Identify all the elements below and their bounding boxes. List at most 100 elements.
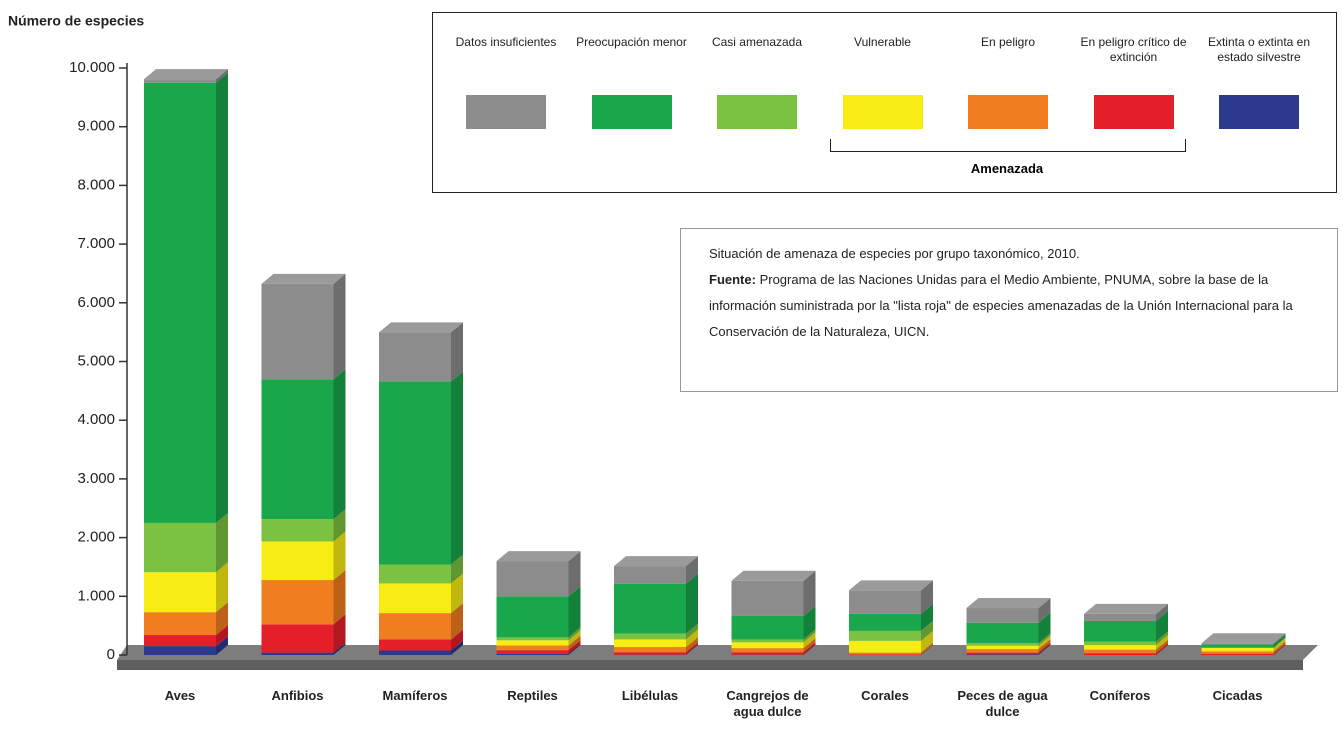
bar-top [379, 322, 463, 333]
bar-segment [731, 615, 804, 640]
bar-segment-side [803, 629, 816, 643]
bar-segment-side [1273, 637, 1286, 652]
bar-segment [144, 522, 216, 573]
x-tick-label: Libélulas [621, 688, 679, 703]
bar-segment [1201, 647, 1274, 652]
bar-segment [261, 624, 334, 653]
bar-segment-side [568, 635, 581, 651]
source-label: Fuente: [709, 272, 756, 287]
bar-top [966, 598, 1051, 609]
bar-segment-side [803, 644, 816, 655]
bar-segment [1201, 643, 1274, 645]
bar-segment-side [451, 371, 463, 565]
bar-segment-side [216, 562, 228, 613]
bar-segment [261, 580, 334, 625]
x-tick-label: Mamíferos [382, 688, 448, 703]
bar-segment-side [1038, 644, 1051, 655]
bar-segment-side [921, 630, 933, 653]
y-tick-label: 8.000 [77, 176, 115, 193]
bar-segment [966, 652, 1039, 655]
y-tick-label: 1.000 [77, 587, 115, 604]
y-tick-label: 7.000 [77, 235, 115, 252]
bar-segment [614, 583, 686, 634]
y-tick-label: 10.000 [69, 59, 115, 76]
bar-segment-side [568, 627, 581, 641]
bar-segment [731, 580, 804, 616]
bar-segment [496, 637, 569, 641]
bar-segment-side [686, 629, 698, 648]
bar-segment-side [333, 531, 346, 581]
bar-segment [966, 645, 1039, 650]
bar-segment [966, 622, 1039, 644]
bar-segment-side [451, 554, 463, 584]
bar-segment-side [803, 605, 816, 640]
bar-top [849, 580, 933, 591]
x-tick-label: Anfibios [271, 688, 324, 703]
bar-segment [261, 283, 334, 380]
bar-segment-side [1156, 610, 1168, 642]
bar-segment [496, 650, 569, 654]
bar-segment [379, 613, 451, 640]
bar-top [496, 551, 581, 562]
bar-top [614, 556, 698, 567]
bar-segment [144, 612, 216, 636]
bar-segment [144, 572, 216, 613]
legend-label: Vulnerable [854, 35, 911, 49]
bar-segment-side [1038, 639, 1051, 653]
legend: Amenazada Extinta o extinta en estado si… [432, 12, 1337, 193]
bar-segment-side [568, 586, 581, 638]
bar-segment [1084, 645, 1156, 650]
floor-front [117, 660, 1303, 670]
bar-segment [379, 381, 451, 565]
bar-segment-side [803, 570, 816, 616]
bar-segment [614, 652, 686, 655]
bar-segment [261, 519, 334, 542]
bar-segment-side [1156, 603, 1168, 621]
bar-segment [144, 646, 216, 655]
legend-label: Extinta o extinta en estado silvestre [1207, 35, 1311, 64]
bar-segment [1201, 644, 1274, 648]
bar-segment-side [451, 573, 463, 614]
bar-segment-side [1038, 633, 1051, 646]
legend-swatch [842, 95, 923, 129]
bar-segment [496, 596, 569, 638]
bar-segment-side [1273, 633, 1286, 645]
bar-segment-side [686, 573, 698, 634]
bar-segment-side [1038, 642, 1051, 655]
legend-label: Preocupación menor [576, 35, 687, 49]
bar-segment [731, 642, 804, 649]
bar-segment-side [686, 644, 698, 655]
bar-segment [849, 652, 921, 655]
bar-segment-side [216, 69, 228, 83]
bar-segment [261, 541, 334, 581]
bar-segment-side [568, 640, 581, 654]
bar-segment [614, 633, 686, 640]
threatened-label: Amenazada [970, 161, 1044, 176]
bar-segment-side [451, 603, 463, 640]
bar-segment-side [1273, 637, 1286, 648]
legend-swatch [1093, 95, 1174, 129]
bar-segment [379, 564, 451, 584]
bar-segment [496, 561, 569, 597]
bar-segment [1084, 613, 1156, 621]
bar-segment [966, 608, 1039, 623]
bar-segment [144, 82, 216, 523]
legend-label: En peligro [980, 35, 1036, 49]
x-tick-label: Peces de agua dulce [957, 688, 1048, 719]
bar-segment [614, 566, 686, 584]
bar-segment-side [216, 72, 228, 523]
legend-swatch [1219, 95, 1299, 129]
bar-segment [1084, 620, 1156, 642]
bar-segment [379, 639, 451, 651]
bar-segment-side [921, 642, 933, 655]
bar-segment [966, 643, 1039, 646]
bar-segment [144, 635, 216, 647]
bar-top [1084, 603, 1168, 614]
y-tick-label: 6.000 [77, 294, 115, 311]
bar-segment-side [921, 644, 933, 655]
legend-label: Datos insuficientes [455, 35, 557, 49]
bar-segment [849, 613, 921, 631]
bar-segment-side [333, 642, 346, 655]
